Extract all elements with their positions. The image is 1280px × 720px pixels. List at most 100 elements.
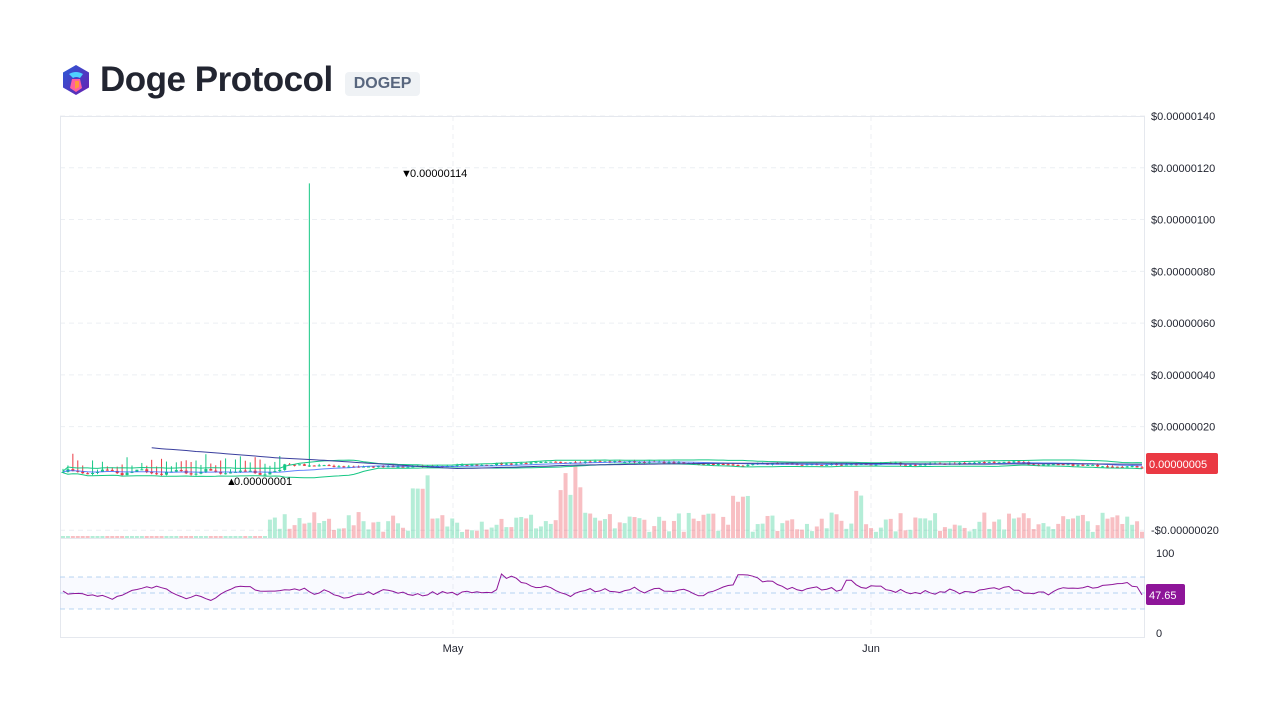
candle-body	[366, 466, 370, 468]
volume-bar	[716, 530, 721, 538]
candle-body	[997, 462, 1001, 464]
volume-bar	[445, 526, 450, 538]
candle-body	[194, 473, 198, 475]
volume-bar	[632, 517, 637, 538]
candle-body	[613, 461, 617, 463]
volume-bar	[667, 531, 672, 538]
volume-bar	[947, 528, 952, 538]
candle-body	[662, 461, 666, 464]
candle-body	[396, 466, 400, 468]
candle-body	[588, 461, 592, 463]
volume-bar	[726, 524, 731, 538]
volume-bar	[809, 531, 814, 538]
candle-body	[135, 469, 139, 472]
current-price-label: 0.00000005	[1149, 459, 1207, 471]
candle-body	[386, 466, 390, 468]
volume-bar	[908, 529, 913, 538]
volume-bar	[844, 528, 849, 538]
candle-body	[293, 464, 297, 466]
candle-body	[554, 461, 558, 463]
price-tick-label: $0.00000080	[1151, 266, 1215, 278]
volume-bar	[1125, 516, 1130, 538]
volume-bar	[169, 536, 174, 538]
bollinger-middle-line	[62, 461, 1143, 473]
volume-bar	[869, 528, 874, 538]
rsi-tick-label: 0	[1156, 628, 1162, 640]
candle-body	[539, 462, 543, 464]
volume-bar	[864, 524, 869, 538]
volume-bar	[189, 536, 194, 538]
volume-bar	[642, 519, 647, 538]
volume-bar	[1130, 524, 1135, 538]
volume-bar	[263, 536, 268, 538]
volume-bar	[213, 536, 218, 538]
candle-body	[371, 466, 375, 468]
volume-bar	[933, 513, 938, 538]
candle-body	[706, 463, 710, 465]
volume-bar	[696, 521, 701, 538]
candle-body	[258, 473, 262, 475]
time-tick-label: Jun	[862, 643, 880, 655]
candle-body	[406, 466, 410, 468]
candle-body	[711, 463, 715, 465]
volume-bar	[174, 536, 179, 538]
volume-bar	[366, 529, 371, 538]
volume-bar	[612, 528, 617, 538]
candle-body	[401, 466, 405, 468]
candle-body	[598, 461, 602, 463]
candle-body	[1071, 464, 1075, 466]
volume-bar	[573, 466, 578, 538]
candle-body	[544, 461, 548, 463]
volume-bar	[671, 520, 676, 538]
volume-bar	[543, 521, 548, 538]
volume-bar	[184, 536, 189, 538]
candle-body	[381, 466, 385, 468]
volume-bar	[903, 530, 908, 538]
volume-bar	[1140, 531, 1144, 538]
candle-body	[1061, 464, 1065, 466]
candle-body	[332, 465, 336, 467]
candle-body	[465, 464, 469, 466]
candle-body	[283, 464, 287, 470]
volume-bar	[1041, 523, 1046, 538]
current-rsi-badge: 47.65	[1146, 584, 1185, 605]
volume-bar	[824, 528, 829, 538]
volume-bar	[90, 536, 95, 538]
candle-body	[160, 473, 164, 475]
volume-bar	[287, 528, 292, 538]
candle-body	[736, 464, 740, 466]
volume-bar	[1031, 529, 1036, 538]
candle-body	[61, 471, 65, 473]
candle-body	[721, 463, 725, 465]
candle-body	[214, 470, 218, 472]
volume-bar	[918, 518, 923, 538]
volume-bar	[1036, 524, 1041, 538]
volume-bar	[322, 520, 327, 538]
volume-bar	[553, 520, 558, 538]
candle-body	[164, 471, 168, 475]
volume-bar	[750, 531, 755, 538]
volume-bar	[721, 516, 726, 538]
volume-bar	[780, 523, 785, 538]
volume-bar	[657, 516, 662, 538]
candle-body	[913, 464, 917, 466]
candle-body	[667, 462, 671, 464]
candle-body	[219, 471, 223, 474]
candle-body	[603, 461, 607, 463]
volume-bar	[346, 515, 351, 538]
candle-body	[1140, 467, 1144, 469]
candle-body	[312, 465, 316, 467]
volume-bar	[533, 528, 538, 538]
candle-body	[499, 463, 503, 465]
candle-body	[839, 464, 843, 466]
candle-body	[480, 464, 484, 466]
volume-bar	[775, 530, 780, 538]
volume-bar	[538, 526, 543, 538]
volume-bar	[1071, 518, 1076, 538]
volume-bar	[425, 475, 430, 538]
volume-bar	[819, 518, 824, 538]
volume-bar	[65, 536, 70, 538]
volume-bar	[95, 536, 100, 538]
volume-bar	[957, 525, 962, 538]
